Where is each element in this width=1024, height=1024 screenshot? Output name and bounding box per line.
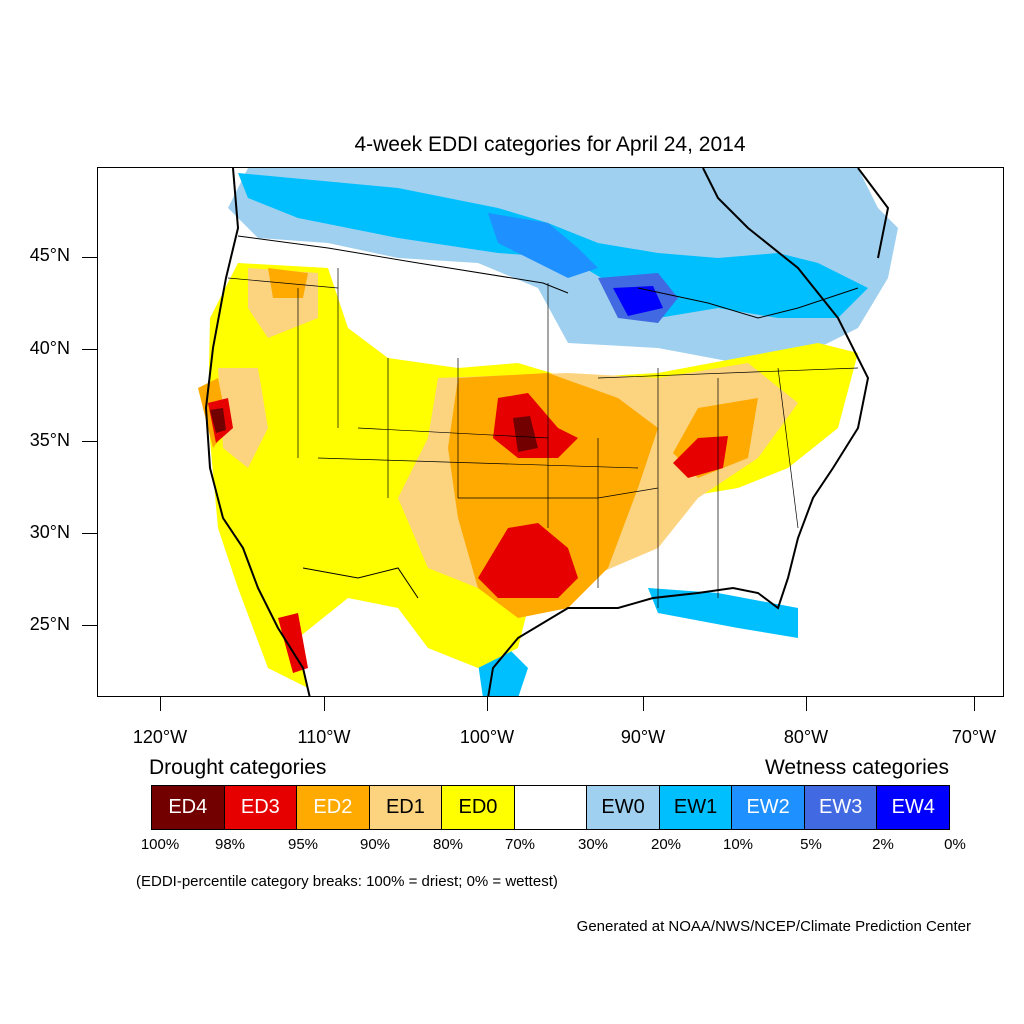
map-title: 4-week EDDI categories for April 24, 201… [354, 133, 746, 156]
legend-ew3: EW3 [804, 786, 878, 829]
lon-tick-100w [487, 697, 488, 711]
lat-tick-30n [82, 533, 97, 534]
lon-label-120w: 120°W [132, 727, 188, 747]
lon-label-80w: 80°W [783, 727, 829, 747]
break-label: 10% [722, 836, 754, 853]
credit-line: Generated at NOAA/NWS/NCEP/Climate Predi… [576, 918, 971, 935]
lat-label-40n: 40°N [29, 338, 70, 358]
lon-label-100w: 100°W [459, 727, 515, 747]
category-note: (EDDI-percentile category breaks: 100% =… [136, 873, 558, 890]
break-label: 2% [872, 836, 894, 853]
drought-categories-heading: Drought categories [149, 756, 327, 779]
lon-tick-120w [160, 697, 161, 711]
break-label: 90% [359, 836, 391, 853]
lat-label-35n: 35°N [29, 430, 70, 450]
legend-ew4: EW4 [877, 786, 950, 829]
lon-tick-110w [324, 697, 325, 711]
coastline [204, 168, 890, 696]
break-label: 70% [504, 836, 536, 853]
lon-label-90w: 90°W [620, 727, 666, 747]
break-label: 20% [650, 836, 682, 853]
state-lines [227, 268, 859, 608]
lat-tick-35n [82, 441, 97, 442]
break-label: 80% [432, 836, 464, 853]
ed2-region [198, 268, 758, 618]
wetness-categories-heading: Wetness categories [764, 756, 949, 779]
lat-tick-25n [82, 625, 97, 626]
legend-ew1: EW1 [659, 786, 733, 829]
break-label: 30% [577, 836, 609, 853]
legend-ew0: EW0 [587, 786, 660, 829]
legend-ed2: ED2 [297, 786, 370, 829]
legend-ew2: EW2 [732, 786, 805, 829]
legend-neutral [514, 786, 588, 829]
legend-ed1: ED1 [369, 786, 443, 829]
break-label: 0% [944, 836, 966, 853]
lon-tick-80w [806, 697, 807, 711]
lat-tick-45n [82, 257, 97, 258]
lat-label-45n: 45°N [29, 245, 70, 265]
ew4-region-great-lakes [613, 286, 663, 316]
national-border [237, 235, 859, 599]
legend-ed0: ED0 [442, 786, 515, 829]
lon-tick-90w [643, 697, 644, 711]
category-legend: ED4 ED3 ED2 ED1 ED0 EW0 EW1 EW2 EW3 EW4 [151, 785, 950, 830]
lon-label-110w: 110°W [297, 727, 351, 747]
break-label: 95% [287, 836, 319, 853]
lon-tick-70w [974, 697, 975, 711]
lat-tick-40n [82, 349, 97, 350]
break-label: 100% [140, 836, 180, 853]
legend-ed4: ED4 [152, 786, 225, 829]
lon-label-70w: 70°W [951, 727, 997, 747]
lat-label-30n: 30°N [29, 522, 70, 542]
ew2-region-great-lakes [488, 213, 598, 278]
break-label: 5% [800, 836, 822, 853]
break-label: 98% [214, 836, 246, 853]
ew1-region-florida [648, 588, 798, 638]
lat-label-25n: 25°N [29, 614, 70, 634]
legend-ed3: ED3 [224, 786, 298, 829]
map-canvas [198, 168, 898, 696]
eddi-map [97, 167, 1004, 697]
